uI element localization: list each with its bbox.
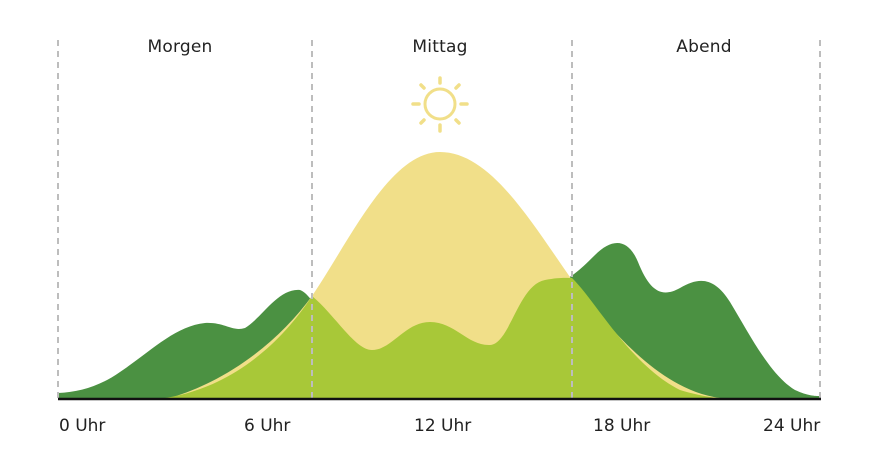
section-label-mittag: Mittag [412, 37, 468, 57]
x-tick-0: 0 Uhr [59, 416, 106, 436]
light-green-area [165, 277, 720, 398]
x-tick-6: 6 Uhr [244, 416, 291, 436]
section-label-morgen: Morgen [147, 37, 213, 57]
sun-icon [411, 76, 469, 133]
section-label-abend: Abend [676, 37, 732, 57]
x-tick-24: 24 Uhr [763, 416, 821, 436]
x-tick-12: 12 Uhr [414, 416, 472, 436]
x-tick-18: 18 Uhr [593, 416, 651, 436]
